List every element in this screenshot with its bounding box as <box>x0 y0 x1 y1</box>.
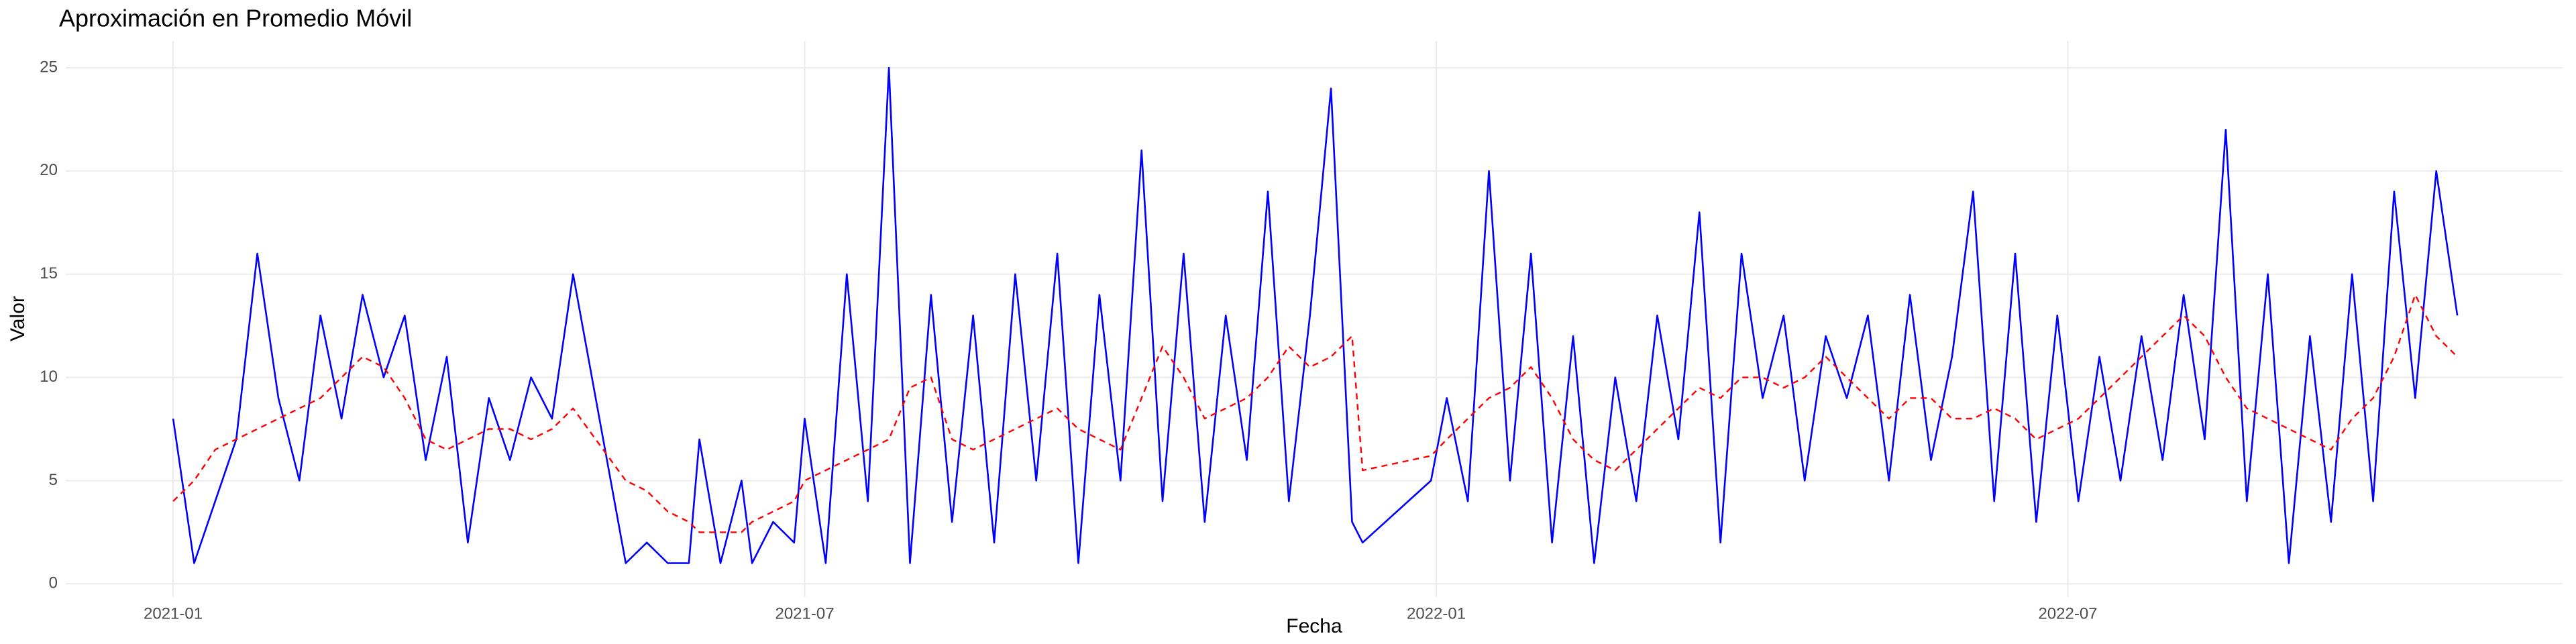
y-tick-label: 20 <box>40 161 58 179</box>
series-line <box>172 66 2459 564</box>
chart-title: Aproximación en Promedio Móvil <box>59 5 412 32</box>
x-axis-label: Fecha <box>1286 615 1342 637</box>
series-line <box>172 294 2458 533</box>
y-axis-label: Valor <box>7 296 29 341</box>
x-tick-label: 2022-01 <box>1407 604 1466 623</box>
y-tick-label: 25 <box>40 58 58 76</box>
y-tick-label: 5 <box>49 471 58 489</box>
y-tick-label: 10 <box>40 368 58 386</box>
x-tick-label: 2022-07 <box>2038 604 2097 623</box>
y-tick-label: 0 <box>49 574 58 592</box>
x-tick-label: 2021-01 <box>144 604 203 623</box>
y-tick-label: 15 <box>40 264 58 282</box>
x-tick-label: 2021-07 <box>775 604 834 623</box>
